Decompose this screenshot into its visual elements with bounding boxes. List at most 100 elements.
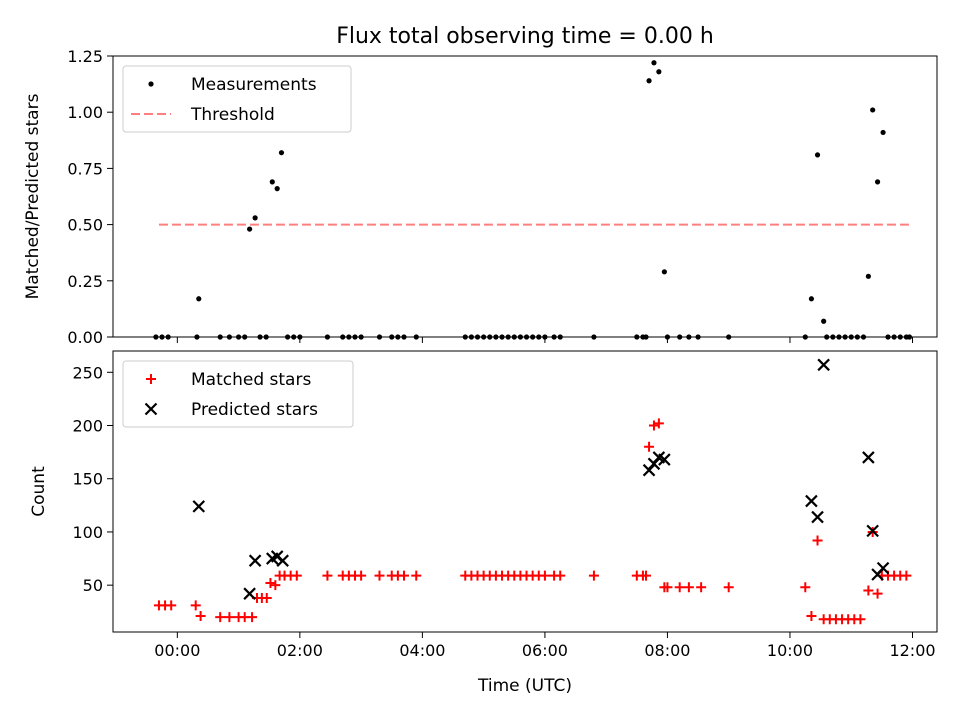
y-tick-label: 50 — [83, 576, 103, 595]
data-point — [674, 582, 685, 593]
data-point — [662, 582, 673, 593]
data-point — [646, 78, 652, 84]
data-point — [252, 215, 258, 221]
y-axis-label: Count — [29, 466, 49, 517]
data-point — [192, 500, 206, 513]
x-tick-label: 04:00 — [399, 641, 445, 660]
data-point — [658, 453, 671, 466]
legend-label: Measurements — [191, 75, 317, 95]
data-point — [278, 150, 285, 156]
axes-frame — [112, 350, 938, 633]
y-tick-label: 250 — [72, 363, 103, 382]
data-point — [814, 152, 821, 158]
data-point — [865, 273, 871, 279]
y-tick-label: 1.25 — [67, 47, 103, 66]
data-point — [374, 570, 385, 581]
data-point — [806, 611, 817, 622]
x-tick-label: 06:00 — [522, 641, 568, 660]
data-point — [683, 582, 694, 593]
data-point — [195, 611, 206, 622]
data-point — [863, 585, 874, 596]
data-point — [270, 580, 281, 591]
data-point — [696, 582, 707, 593]
data-point — [215, 612, 226, 623]
data-point — [190, 600, 201, 611]
legend-label: Matched stars — [191, 370, 311, 390]
data-point — [248, 554, 262, 567]
data-point — [874, 179, 881, 185]
data-point — [247, 226, 253, 232]
data-point — [653, 418, 664, 429]
data-point — [821, 318, 827, 324]
data-point — [800, 582, 811, 593]
legend-marker — [144, 402, 158, 416]
legend-box — [122, 360, 354, 428]
data-point — [811, 510, 824, 524]
data-point — [901, 570, 912, 581]
data-point — [661, 269, 667, 275]
data-point — [876, 561, 890, 575]
legend-label: Predicted stars — [191, 400, 318, 420]
x-tick-label: 10:00 — [767, 641, 813, 660]
x-tick-label: 00:00 — [154, 641, 200, 660]
y-tick-label: 0.00 — [67, 328, 103, 347]
data-point — [855, 614, 866, 625]
data-point — [411, 570, 422, 581]
data-point — [656, 69, 662, 75]
y-tick-label: 0.75 — [67, 159, 103, 178]
data-point — [247, 612, 258, 623]
legend-label: Threshold — [190, 105, 275, 125]
data-point — [817, 358, 830, 372]
data-point — [539, 570, 550, 581]
axes-frame — [112, 55, 938, 338]
data-point — [322, 570, 333, 581]
legend: Matched stars Predicted stars — [122, 360, 354, 428]
legend-marker — [148, 81, 154, 87]
data-point — [588, 570, 599, 581]
x-axis-label: Time (UTC) — [477, 676, 572, 696]
data-point — [274, 186, 280, 192]
y-tick-label: 0.50 — [67, 216, 103, 235]
y-axis-label: Matched/Predicted stars — [23, 93, 43, 299]
data-point — [356, 570, 367, 581]
data-point — [166, 600, 177, 611]
y-tick-label: 150 — [72, 470, 103, 489]
top-panel: 0.00 0.25 0.50 0.75 1.00 1.25 Matched/Predicte… — [23, 47, 938, 347]
legend: Measurements Threshold — [122, 65, 352, 133]
y-tick-label: 200 — [72, 417, 103, 436]
chart-title: Flux total observing time = 0.00 h — [336, 24, 714, 49]
data-point — [880, 129, 886, 136]
y-tick-label: 1.00 — [67, 103, 103, 122]
data-point — [269, 179, 275, 185]
data-point — [870, 107, 876, 113]
series-predicted-stars — [192, 358, 890, 600]
data-point — [805, 494, 818, 508]
data-point — [866, 524, 879, 538]
series-matched-stars — [153, 418, 912, 625]
data-point — [196, 296, 202, 302]
data-point — [723, 582, 734, 593]
data-point — [291, 570, 302, 581]
data-point — [640, 570, 651, 581]
y-tick-label: 0.25 — [67, 272, 103, 291]
data-point — [224, 612, 235, 623]
data-point — [808, 296, 815, 302]
x-tick-label: 12:00 — [889, 641, 935, 660]
x-tick-label: 02:00 — [277, 641, 323, 660]
data-point — [261, 592, 272, 603]
legend-marker — [146, 374, 156, 384]
data-point — [399, 570, 410, 581]
data-point — [265, 578, 276, 589]
y-tick-label: 100 — [72, 523, 103, 542]
legend-box — [122, 65, 352, 133]
x-tick-label: 08:00 — [644, 641, 690, 660]
data-point — [276, 554, 289, 567]
bottom-panel: 00:00 02:00 04:00 06:00 08:00 10:00 12:00 50 100… — [29, 350, 938, 660]
data-point — [555, 570, 566, 581]
data-point — [651, 60, 657, 66]
data-point — [243, 587, 256, 600]
data-point — [812, 535, 823, 546]
data-point — [648, 420, 659, 431]
data-point — [644, 441, 655, 452]
